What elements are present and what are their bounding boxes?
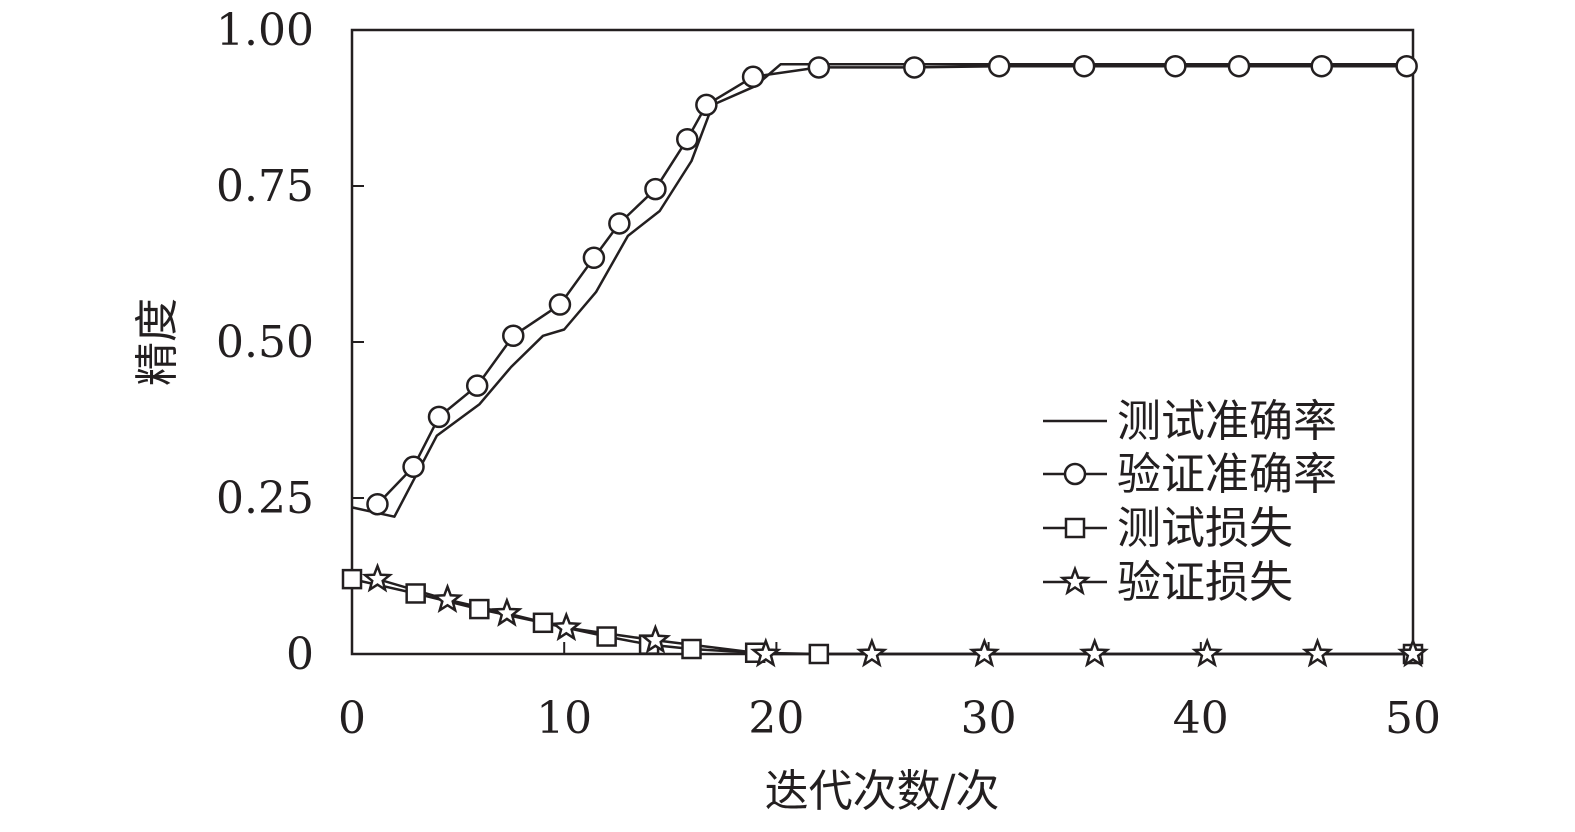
y-tick-label: 0.25 <box>216 473 314 524</box>
y-tick-label: 0.75 <box>216 161 314 212</box>
x-axis-title: 迭代次数/次 <box>765 766 1000 817</box>
series-4-point <box>1301 637 1334 668</box>
series-2-point <box>676 127 699 151</box>
series-4-point <box>491 596 523 627</box>
series-4-point <box>749 637 782 668</box>
series-2-point <box>644 177 667 201</box>
series-markers <box>341 54 1429 668</box>
series-line-1 <box>351 63 1413 518</box>
series-4-point <box>550 611 583 642</box>
series-2-point <box>582 246 606 270</box>
legend-label-3: 测试损失 <box>1117 503 1293 554</box>
legend-marker-2 <box>1063 462 1087 486</box>
series-2-point <box>695 93 718 117</box>
series-3-point <box>341 568 363 590</box>
series-4-point <box>1078 637 1111 668</box>
x-tick-label: 20 <box>748 693 804 744</box>
x-tick-label: 10 <box>536 693 592 744</box>
legend-label-2: 验证准确率 <box>1117 449 1337 500</box>
series-3-point <box>532 612 554 634</box>
series-2-point <box>1227 54 1251 78</box>
legend-marker-3 <box>1064 517 1086 539</box>
series-4-point <box>968 637 1001 668</box>
series-2-point <box>1310 54 1334 78</box>
series-2-point <box>465 374 489 397</box>
x-tick-label: 40 <box>1173 693 1229 744</box>
series-2-point <box>427 405 451 429</box>
series-2-point <box>903 56 926 79</box>
x-tick-label: 30 <box>961 693 1017 744</box>
series-4-point <box>856 637 888 668</box>
legend-marker-4 <box>1059 565 1091 596</box>
legend-label-4: 验证损失 <box>1117 557 1293 608</box>
series-3-point <box>808 643 830 665</box>
series-2-point <box>1072 54 1096 78</box>
series-3-point <box>681 638 702 660</box>
series-4-point <box>431 583 464 614</box>
x-tick-label: 50 <box>1385 693 1441 744</box>
series-2-point <box>807 56 831 79</box>
series-3-point <box>596 626 617 647</box>
series-4-point <box>361 562 394 593</box>
series-2-point <box>548 293 572 316</box>
series-2-point <box>402 455 425 479</box>
y-axis-title: 精度 <box>132 298 183 386</box>
series-2-point <box>1395 54 1418 78</box>
series-3-point <box>405 583 426 604</box>
x-tick-label: 0 <box>338 693 366 744</box>
series-2-point <box>502 324 525 348</box>
series-4-point <box>1397 637 1429 668</box>
series-3-point <box>469 598 490 620</box>
series-2-point <box>1164 54 1187 78</box>
y-tick-label: 1.00 <box>216 5 314 56</box>
series-2-point <box>608 212 631 235</box>
axis-ticks: 0 10 20 30 40 50 0 0.25 0.50 0.75 1.00 <box>216 5 1441 744</box>
y-tick-label: 0 <box>286 629 314 680</box>
series-2-point <box>987 54 1011 78</box>
legend-label-1: 测试准确率 <box>1117 396 1337 447</box>
series-4-point <box>1191 637 1223 668</box>
series-4-point <box>639 623 672 654</box>
series-2-point <box>741 65 765 89</box>
series-2-point <box>366 492 389 516</box>
y-tick-label: 0.50 <box>216 317 314 368</box>
